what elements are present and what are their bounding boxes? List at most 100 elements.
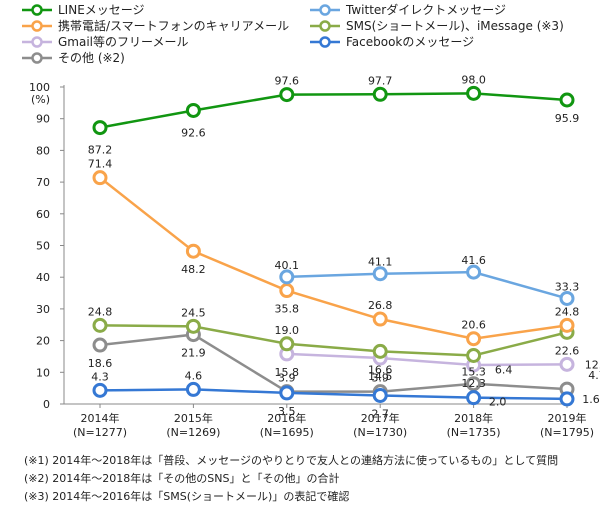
x-tick-label: 2018年 [454,411,493,425]
data-point [466,390,482,406]
x-tick-label: 2014年 [81,411,120,425]
line-chart: LINEメッセージ Twitterダイレクトメッセージ携帯電話/スマートフォンのキ… [22,2,600,439]
data-label: 12.3 [461,377,486,390]
data-point [279,336,295,352]
y-tick-label: 70 [36,176,50,189]
legend-marker [319,20,331,32]
series-line [99,333,568,393]
x-tick-sublabel: (N=1277) [73,426,127,439]
series-line [99,92,568,129]
data-label: 40.1 [275,259,300,272]
data-label: 24.8 [88,305,113,318]
legend-marker [31,4,43,16]
y-axis-unit: (%) [31,93,50,106]
legend-marker [31,36,43,48]
data-label: 2.7 [371,407,389,420]
data-label: 41.1 [368,256,393,269]
data-label: 19.0 [275,324,300,337]
data-point [185,102,201,118]
legend-label: Gmail等のフリーメール [58,35,189,49]
data-label: 92.6 [181,126,206,139]
series-line [99,176,568,340]
data-label: 18.6 [88,357,113,370]
y-tick-label: 0 [43,398,50,411]
data-label: 24.5 [181,306,206,319]
footnote-2: (※2) 2014年～2018年は「その他のSNS」と「その他」の合計 [24,472,340,485]
data-point [372,266,388,282]
series-line [99,388,568,401]
data-label: 95.9 [555,112,580,125]
data-point [185,381,201,397]
data-point [559,391,575,407]
data-label: 35.8 [275,303,300,316]
data-point [466,264,482,280]
data-point [92,382,108,398]
data-label: 20.6 [461,319,486,332]
data-point [92,337,108,353]
data-point [92,170,108,186]
data-point [92,120,108,136]
data-point [279,269,295,285]
x-tick-sublabel: (N=1695) [260,426,314,439]
data-label: 3.9 [371,372,389,385]
y-tick-label: 60 [36,208,50,221]
data-label: 21.9 [181,347,206,360]
data-label: 6.4 [495,364,513,377]
data-label: 26.8 [368,299,393,312]
legend-label: 携帯電話/スマートフォンのキャリアメール [58,18,289,33]
data-label: 98.0 [461,73,486,86]
data-label: 1.6 [582,393,600,406]
data-label: 24.8 [555,305,580,318]
series-line [286,352,568,367]
legend-label: Twitterダイレクトメッセージ [345,2,506,17]
data-label: 4.6 [185,369,203,382]
footnote-3: (※3) 2014年～2016年は「SMS(ショートメール)」の表記で確認 [24,490,350,503]
data-point [559,92,575,108]
data-label: 87.2 [88,144,113,157]
y-tick-label: 40 [36,271,50,284]
data-point [466,331,482,347]
data-label: 97.7 [368,74,393,87]
data-label: 48.2 [181,263,206,276]
data-label: 16.6 [368,363,393,376]
data-point [559,317,575,333]
data-point [466,376,482,392]
data-label: 15.3 [461,365,486,378]
legend-marker [31,52,43,64]
data-point [185,318,201,334]
x-tick-sublabel: (N=1735) [447,426,501,439]
data-label: 2.0 [489,396,507,409]
data-label: 3.9 [278,372,296,385]
data-point [466,85,482,101]
x-tick-sublabel: (N=1269) [166,426,220,439]
legend-marker [319,4,331,16]
y-tick-label: 100 [29,81,50,94]
data-point [279,87,295,103]
data-label: 4.3 [91,370,109,383]
data-label: 12.5 [585,358,600,371]
data-point [372,311,388,327]
data-label: 15.8 [275,366,300,379]
data-point [372,86,388,102]
x-tick-label: 2016年 [267,411,306,425]
data-label: 14.5 [368,370,393,383]
data-label: 71.4 [88,158,113,171]
data-label: 97.6 [275,75,300,88]
data-label: 3.5 [278,405,296,418]
data-point [466,347,482,363]
legend-label: LINEメッセージ [58,3,145,17]
data-point [92,317,108,333]
data-label: 22.6 [555,344,580,357]
series-line [99,324,568,357]
x-tick-sublabel: (N=1730) [353,426,407,439]
x-tick-label: 2019年 [548,411,587,425]
data-point [559,290,575,306]
x-tick-sublabel: (N=1795) [540,426,594,439]
legend-marker [319,36,331,48]
footnote-1: (※1) 2014年～2018年は「普段、メッセージのやりとりで友人との連絡方法… [24,454,559,467]
data-label: 33.3 [555,280,580,293]
series-line [286,270,568,300]
legend-label: SMS(ショートメール)、iMessage (※3) [346,19,564,33]
y-tick-label: 90 [36,113,50,126]
data-label: 41.6 [461,254,486,267]
